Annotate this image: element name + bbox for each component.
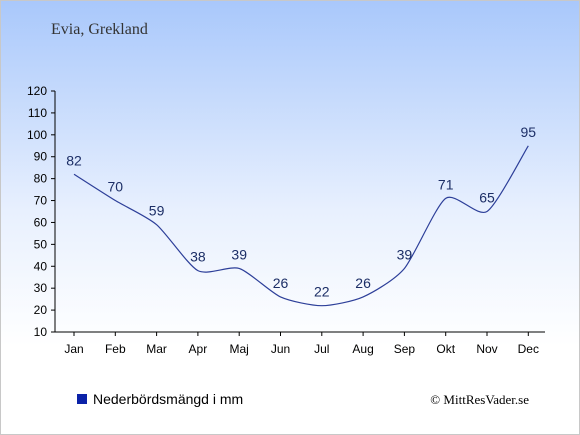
x-tick-label: Feb xyxy=(105,342,126,356)
x-tick-label: Apr xyxy=(189,342,208,356)
legend-label: Nederbördsmängd i mm xyxy=(93,391,244,407)
data-label: 82 xyxy=(66,152,82,168)
data-label: 95 xyxy=(521,124,537,140)
legend: Nederbördsmängd i mm xyxy=(77,391,243,407)
x-tick-label: Nov xyxy=(476,342,497,356)
data-label: 39 xyxy=(231,246,247,262)
y-tick-label: 30 xyxy=(34,281,48,295)
legend-swatch xyxy=(77,394,87,404)
copyright-notice: © MittResVader.se xyxy=(430,392,529,407)
location-title: Evia, Grekland xyxy=(51,21,148,38)
x-tick-label: Mar xyxy=(146,342,167,356)
x-tick-label: Dec xyxy=(518,342,539,356)
x-tick-label: Aug xyxy=(352,342,373,356)
y-tick-label: 60 xyxy=(34,215,48,229)
data-label: 71 xyxy=(438,176,454,192)
data-label: 39 xyxy=(397,246,413,262)
y-tick-label: 100 xyxy=(27,128,47,142)
y-tick-label: 70 xyxy=(34,194,48,208)
y-tick-label: 10 xyxy=(34,325,48,339)
data-label: 22 xyxy=(314,284,330,300)
y-tick-label: 120 xyxy=(27,84,47,98)
y-tick-label: 40 xyxy=(34,259,48,273)
x-tick-label: Jun xyxy=(271,342,290,356)
x-tick-label: Maj xyxy=(230,342,249,356)
x-tick-label: Jul xyxy=(314,342,329,356)
y-tick-label: 110 xyxy=(28,106,47,120)
data-label: 65 xyxy=(479,190,495,206)
series-line xyxy=(73,145,529,307)
x-tick-label: Okt xyxy=(436,342,455,356)
y-tick-label: 90 xyxy=(34,150,48,164)
x-tick-label: Jan xyxy=(64,342,83,356)
data-label: 26 xyxy=(355,275,371,291)
data-label: 59 xyxy=(149,203,165,219)
y-tick-label: 20 xyxy=(34,303,48,317)
data-label: 38 xyxy=(190,249,206,265)
y-tick-label: 50 xyxy=(34,237,48,251)
x-tick-label: Sep xyxy=(394,342,416,356)
y-tick-label: 80 xyxy=(34,172,48,186)
data-label: 26 xyxy=(273,275,289,291)
data-label: 70 xyxy=(108,179,124,195)
